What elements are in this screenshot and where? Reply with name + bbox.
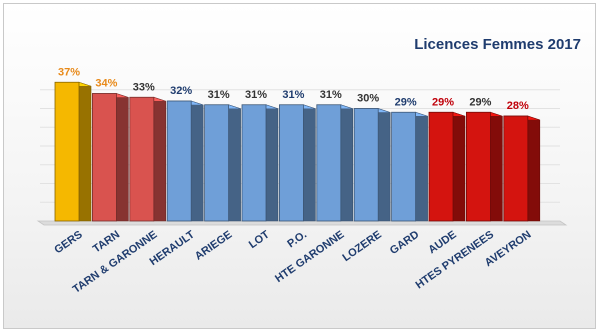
bar-side (377, 108, 391, 222)
data-label: 32% (170, 85, 192, 97)
category-label: LOT (247, 228, 272, 251)
bar (92, 93, 129, 222)
bar-front (204, 104, 230, 222)
bar-front (465, 111, 491, 222)
bar-side (153, 96, 167, 222)
chart-title: Licences Femmes 2017 (414, 36, 581, 53)
category-label: ARIEGE (193, 229, 234, 263)
bar-side (415, 111, 428, 222)
category-label: TARN (91, 229, 122, 256)
bar-side (340, 104, 354, 222)
bar-side (78, 81, 92, 222)
bar (54, 81, 92, 222)
bar (391, 111, 428, 222)
data-label: 37% (58, 66, 80, 78)
bar-front (129, 96, 155, 222)
category-label: GARD (388, 229, 421, 257)
bar (465, 111, 503, 222)
bar-front (241, 104, 267, 222)
category-label: AUDE (426, 229, 458, 257)
data-label: 29% (469, 96, 491, 108)
chart-floor (36, 220, 568, 226)
category-label: LOZERE (340, 229, 383, 264)
bar-front (278, 104, 304, 222)
data-label: 30% (357, 93, 379, 105)
bar-side (228, 104, 241, 222)
data-label: 31% (208, 89, 230, 101)
data-label: 29% (395, 96, 417, 108)
bar-front (391, 111, 417, 222)
bar-front (353, 108, 379, 222)
category-label: P.O. (285, 229, 309, 251)
data-label: 31% (282, 89, 304, 101)
bar (166, 100, 204, 222)
bar-side (452, 111, 466, 222)
bar-front (316, 104, 342, 222)
bar (241, 104, 279, 222)
bar (428, 111, 466, 222)
bar-side (190, 100, 204, 222)
category-label: HTE GARONNE (273, 229, 346, 285)
bar (503, 115, 541, 222)
bar-side (265, 104, 279, 222)
data-label: 33% (133, 81, 155, 93)
data-label: 29% (432, 96, 454, 108)
bar-front (503, 115, 529, 222)
bar (129, 96, 167, 222)
data-label: 34% (95, 78, 117, 90)
bar (316, 104, 354, 222)
bar-side (527, 115, 541, 222)
bar-front (166, 100, 192, 222)
bar-front (54, 81, 80, 222)
data-label: 28% (507, 100, 529, 112)
bar-side (490, 111, 503, 222)
bar (353, 108, 391, 222)
bar (278, 104, 316, 222)
data-label: 31% (320, 89, 342, 101)
bar-side (116, 93, 129, 222)
bar (204, 104, 241, 222)
category-label: GERS (52, 229, 84, 257)
data-label: 31% (245, 89, 267, 101)
bar-front (92, 93, 117, 222)
bar-front (428, 111, 454, 222)
bar-side (303, 104, 316, 222)
